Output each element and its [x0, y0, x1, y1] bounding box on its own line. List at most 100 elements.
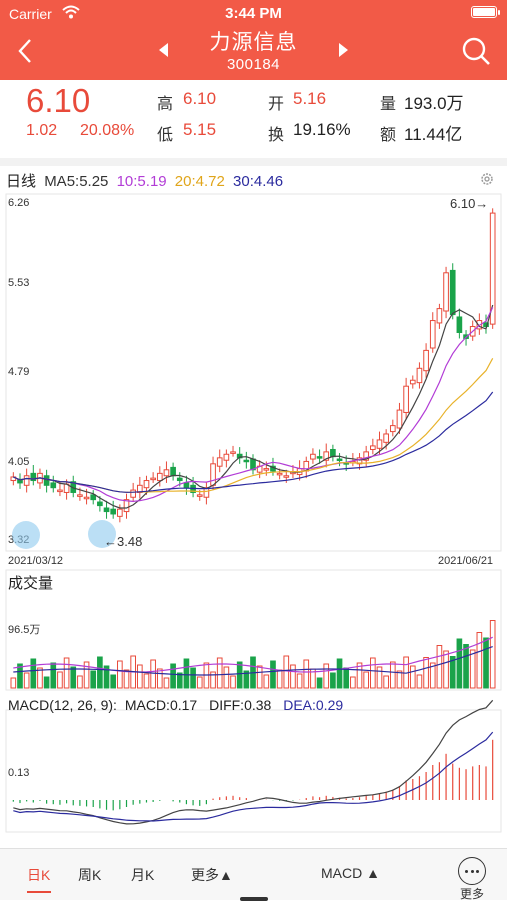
- y-tick-3: 4.79: [8, 366, 29, 378]
- amount-label: 额: [380, 127, 397, 144]
- candle-body: [403, 385, 409, 413]
- volume-bar: [436, 645, 443, 689]
- candle-body: [77, 494, 83, 497]
- tab-more-periods[interactable]: 更多▲: [191, 867, 233, 883]
- volume-title: 成交量: [8, 574, 53, 592]
- ma-line: [13, 391, 494, 493]
- candle-body: [396, 409, 403, 429]
- more-button-label: 更多: [460, 887, 485, 901]
- more-icon[interactable]: [458, 857, 486, 885]
- candle-body: [456, 316, 463, 333]
- y-tick-4: 4.05: [8, 456, 29, 468]
- nav-bar: 力源信息 300184: [0, 26, 507, 80]
- volume-bar: [350, 676, 356, 689]
- candle-body: [170, 466, 176, 477]
- candle-body: [210, 463, 216, 486]
- volume-bar: [449, 656, 456, 689]
- volume-bar: [256, 665, 263, 689]
- volume-bar: [77, 675, 83, 689]
- candle-body: [183, 482, 190, 489]
- kline-chart-area[interactable]: 6.26 5.53 4.79 4.05 3.32 6.10→ ←3.48 202…: [0, 190, 507, 840]
- tab-week-k[interactable]: 周K: [78, 867, 102, 883]
- kline-panel-frame: [5, 193, 502, 552]
- prev-stock-icon[interactable]: [157, 42, 169, 58]
- volume-bar: [163, 677, 170, 689]
- candle-body: [323, 451, 330, 461]
- volume-bar: [37, 667, 43, 689]
- candle-body: [117, 508, 123, 517]
- ma-lines: [13, 304, 494, 509]
- volume-bar: [409, 665, 416, 689]
- indicator-select[interactable]: MACD ▲: [321, 865, 380, 881]
- candle-body: [196, 494, 203, 497]
- volume-bar: [216, 657, 223, 689]
- candle-body: [150, 477, 156, 481]
- carrier-label: Carrier: [9, 6, 52, 22]
- volume-bar: [323, 663, 330, 689]
- volume-bar: [370, 657, 376, 689]
- candle-body: [90, 494, 97, 501]
- volume-bar: [123, 669, 130, 689]
- candle-body: [136, 484, 143, 493]
- candle-body: [276, 472, 283, 476]
- volume-bar: [196, 676, 203, 689]
- volume-bar: [489, 620, 496, 689]
- candle-body: [203, 487, 210, 498]
- gear-icon[interactable]: [479, 171, 495, 187]
- volume-ma-line: [13, 646, 493, 676]
- tab-day-k[interactable]: 日K: [27, 867, 51, 883]
- macd-bars: [12, 699, 494, 825]
- wifi-icon: [62, 5, 80, 19]
- volume-bar: [483, 637, 489, 689]
- period-label[interactable]: 日线: [6, 173, 37, 190]
- last-price: 6.10: [26, 82, 91, 119]
- turnover-label: 换: [268, 127, 285, 144]
- volume-bar: [50, 662, 57, 689]
- volume-bar: [330, 672, 336, 689]
- volume-bar: [223, 666, 230, 689]
- open-value: 5.16: [293, 89, 327, 108]
- dea-line: [13, 731, 494, 822]
- ma-line: [13, 304, 494, 509]
- candle-body: [336, 458, 343, 462]
- candle-body: [176, 477, 183, 482]
- volume-bar: [63, 657, 70, 689]
- volume-bar: [383, 675, 389, 689]
- macd-y-tick: 0.13: [8, 767, 29, 779]
- candle-body: [110, 508, 117, 515]
- volume-bar: [57, 671, 63, 689]
- volume-y-tick: 96.5万: [8, 624, 40, 636]
- volume-bar: [416, 674, 423, 689]
- volume-bar: [103, 665, 110, 689]
- volume-bar: [343, 667, 350, 689]
- macd-header: MACD(12, 26, 9): MACD:0.17 DIFF:0.38 DEA…: [8, 697, 343, 713]
- volume-bar: [276, 669, 283, 689]
- volume-bar: [296, 673, 303, 689]
- candle-body: [97, 501, 103, 507]
- volume-bars: [10, 620, 496, 689]
- next-stock-icon[interactable]: [338, 42, 350, 58]
- back-icon[interactable]: [14, 36, 38, 66]
- volume-bar: [303, 659, 310, 689]
- candle-body: [370, 445, 376, 450]
- volume-bar: [283, 655, 290, 689]
- tab-month-k[interactable]: 月K: [131, 867, 155, 883]
- volume-bar: [230, 675, 236, 689]
- macd-params: MACD(12, 26, 9):: [8, 697, 117, 713]
- touch-indicator: [12, 521, 40, 549]
- candle-body: [429, 320, 436, 349]
- candle-body: [376, 439, 383, 449]
- volume-bar: [429, 662, 436, 689]
- volume-bar: [97, 656, 103, 689]
- quote-panel: 6.10 1.02 20.08% 高 6.10 低 5.15 开 5.16 换 …: [0, 80, 507, 158]
- candle-body: [356, 457, 363, 465]
- candle-body: [243, 459, 250, 463]
- volume-bar: [17, 663, 23, 689]
- volume-bar: [356, 662, 363, 689]
- volume-bar: [263, 674, 270, 689]
- volume-bar: [236, 661, 243, 689]
- search-icon[interactable]: [461, 36, 491, 66]
- volume-bar: [396, 670, 403, 689]
- volume-bar: [443, 650, 449, 689]
- volume-bar: [70, 666, 77, 689]
